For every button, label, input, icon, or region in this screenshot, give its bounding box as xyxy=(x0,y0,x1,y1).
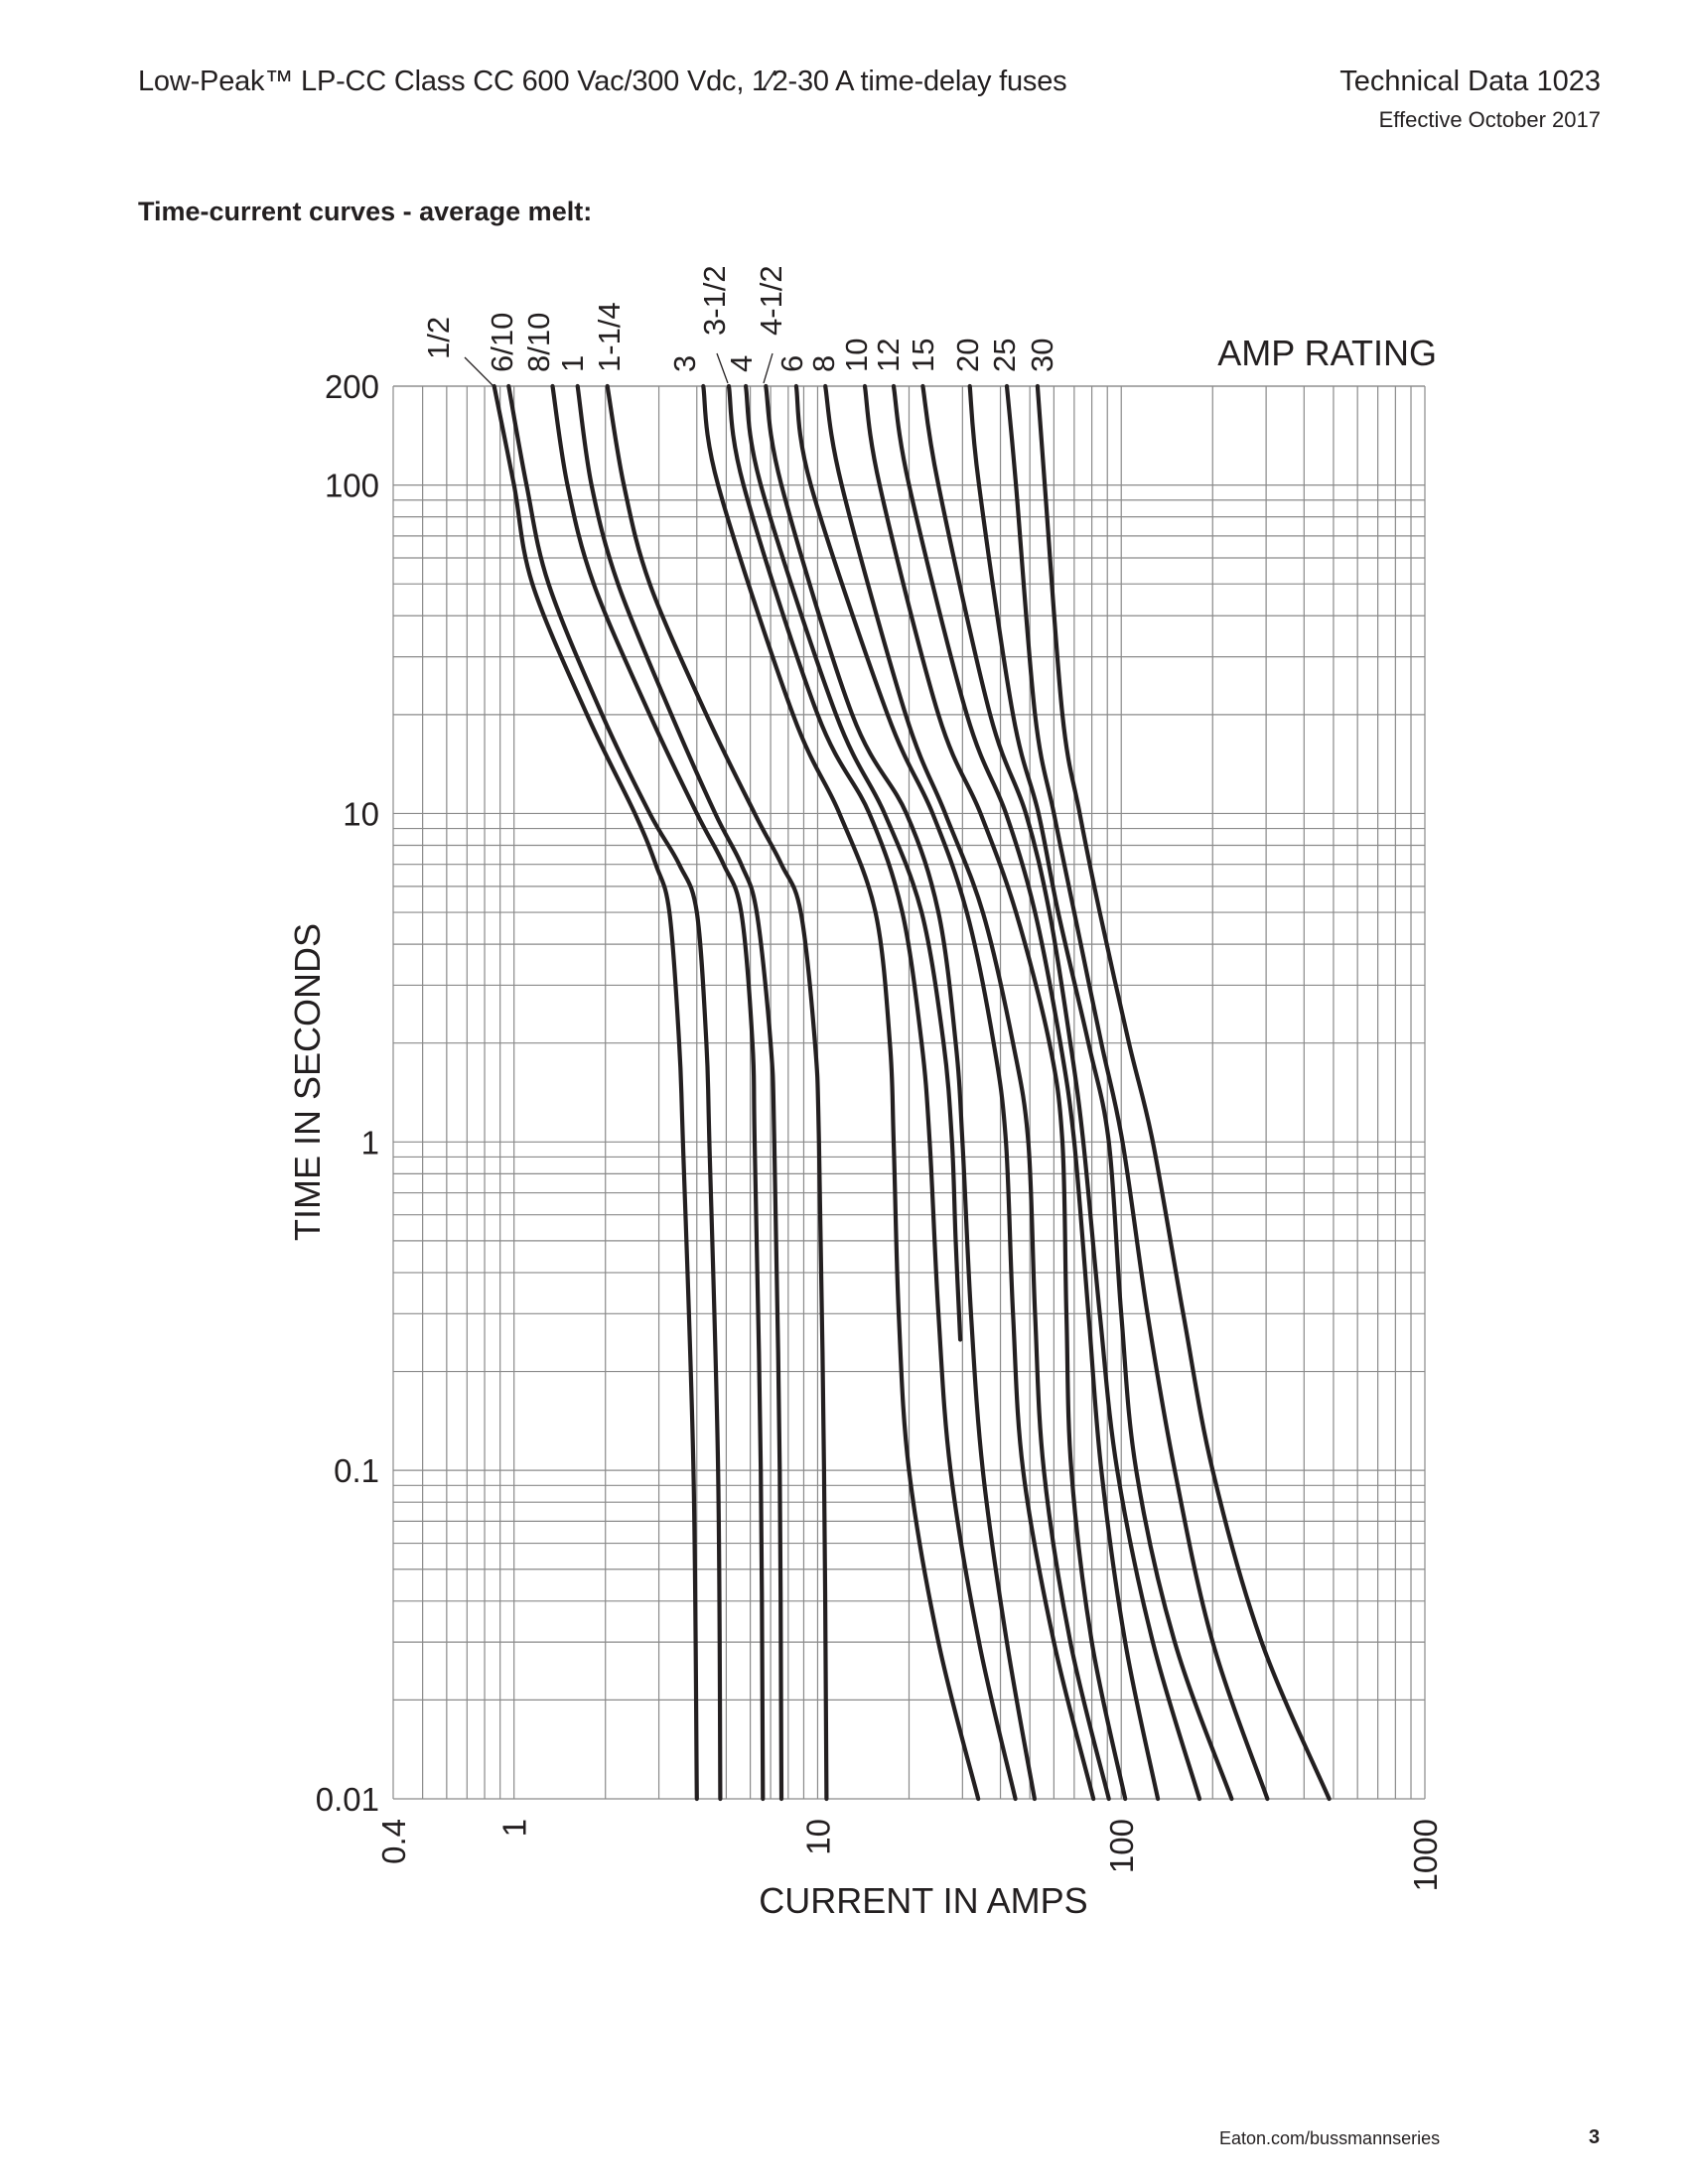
document-title: Low-Peak™ LP-CC Class CC 600 Vac/300 Vdc… xyxy=(138,66,1067,97)
y-axis-title: TIME IN SECONDS xyxy=(287,923,328,1241)
curve-25 xyxy=(1004,383,1270,1802)
curve-4-1-2 xyxy=(764,383,1037,1802)
curve-label: 25 xyxy=(987,339,1022,372)
curve-30 xyxy=(1035,383,1332,1802)
technical-data-number: Technical Data 1023 xyxy=(1339,66,1601,97)
curve-label: 20 xyxy=(950,339,985,372)
curve-1 xyxy=(575,383,784,1802)
curve-label: 4 xyxy=(724,355,759,372)
y-tick-label: 100 xyxy=(325,468,379,504)
curve-6 xyxy=(793,383,1096,1802)
page-number: 3 xyxy=(1589,2126,1601,2148)
curve-label: 1-1/4 xyxy=(592,302,627,372)
curve-1-1-4 xyxy=(605,383,829,1802)
curve-8 xyxy=(823,383,1111,1802)
y-tick-label: 0.01 xyxy=(316,1781,379,1818)
curve-label: 8 xyxy=(806,355,841,372)
section-title: Time-current curves - average melt: xyxy=(138,197,593,226)
curves xyxy=(492,383,1332,1802)
curve-label: 12 xyxy=(871,339,906,372)
curve-label: 1/2 xyxy=(421,317,456,359)
y-tick-label: 1 xyxy=(361,1124,379,1160)
curve-1-2 xyxy=(492,383,699,1802)
curve-label: 8/10 xyxy=(521,313,556,372)
curve-3 xyxy=(701,383,981,1802)
x-tick-label: 1000 xyxy=(1407,1819,1444,1891)
leader-line xyxy=(464,356,494,387)
x-tick-label: 1 xyxy=(496,1819,533,1837)
curve-label: 4-1/2 xyxy=(754,265,788,336)
legend-title: AMP RATING xyxy=(1217,333,1437,373)
curve-10 xyxy=(862,383,1128,1802)
x-axis-title: CURRENT IN AMPS xyxy=(759,1880,1087,1921)
curve-6-10 xyxy=(506,383,723,1802)
curve-label: 10 xyxy=(839,339,874,372)
curve-4 xyxy=(744,383,963,1342)
curve-8-10 xyxy=(550,383,766,1802)
x-tick-label: 100 xyxy=(1103,1819,1140,1873)
curve-label: 3-1/2 xyxy=(697,265,732,336)
y-tick-label: 10 xyxy=(343,795,379,832)
curve-12 xyxy=(891,383,1161,1802)
curve-label: 15 xyxy=(906,339,940,372)
curve-label: 6 xyxy=(774,355,809,372)
grid xyxy=(392,385,1426,1800)
curve-label: 3 xyxy=(667,355,702,372)
tick-labels: 200 100 10 1 0.1 0.010.4 1 10 100 1000 xyxy=(316,368,1444,1891)
y-tick-label: 200 xyxy=(325,368,379,405)
footer-url[interactable]: Eaton.com/bussmannseries xyxy=(1219,2128,1441,2148)
x-tick-label: 0.4 xyxy=(375,1819,412,1864)
curve-20 xyxy=(967,383,1234,1802)
leader-line xyxy=(716,352,729,384)
y-tick-label: 0.1 xyxy=(334,1452,379,1489)
effective-date: Effective October 2017 xyxy=(1378,107,1601,132)
leader-line xyxy=(763,352,774,384)
curve-label: 30 xyxy=(1025,339,1059,372)
curve-label: 1 xyxy=(555,355,590,372)
curve-15 xyxy=(920,383,1202,1802)
curve-label: 6/10 xyxy=(485,313,519,372)
x-tick-label: 10 xyxy=(799,1819,836,1855)
curve-3-1-2 xyxy=(726,383,1018,1802)
